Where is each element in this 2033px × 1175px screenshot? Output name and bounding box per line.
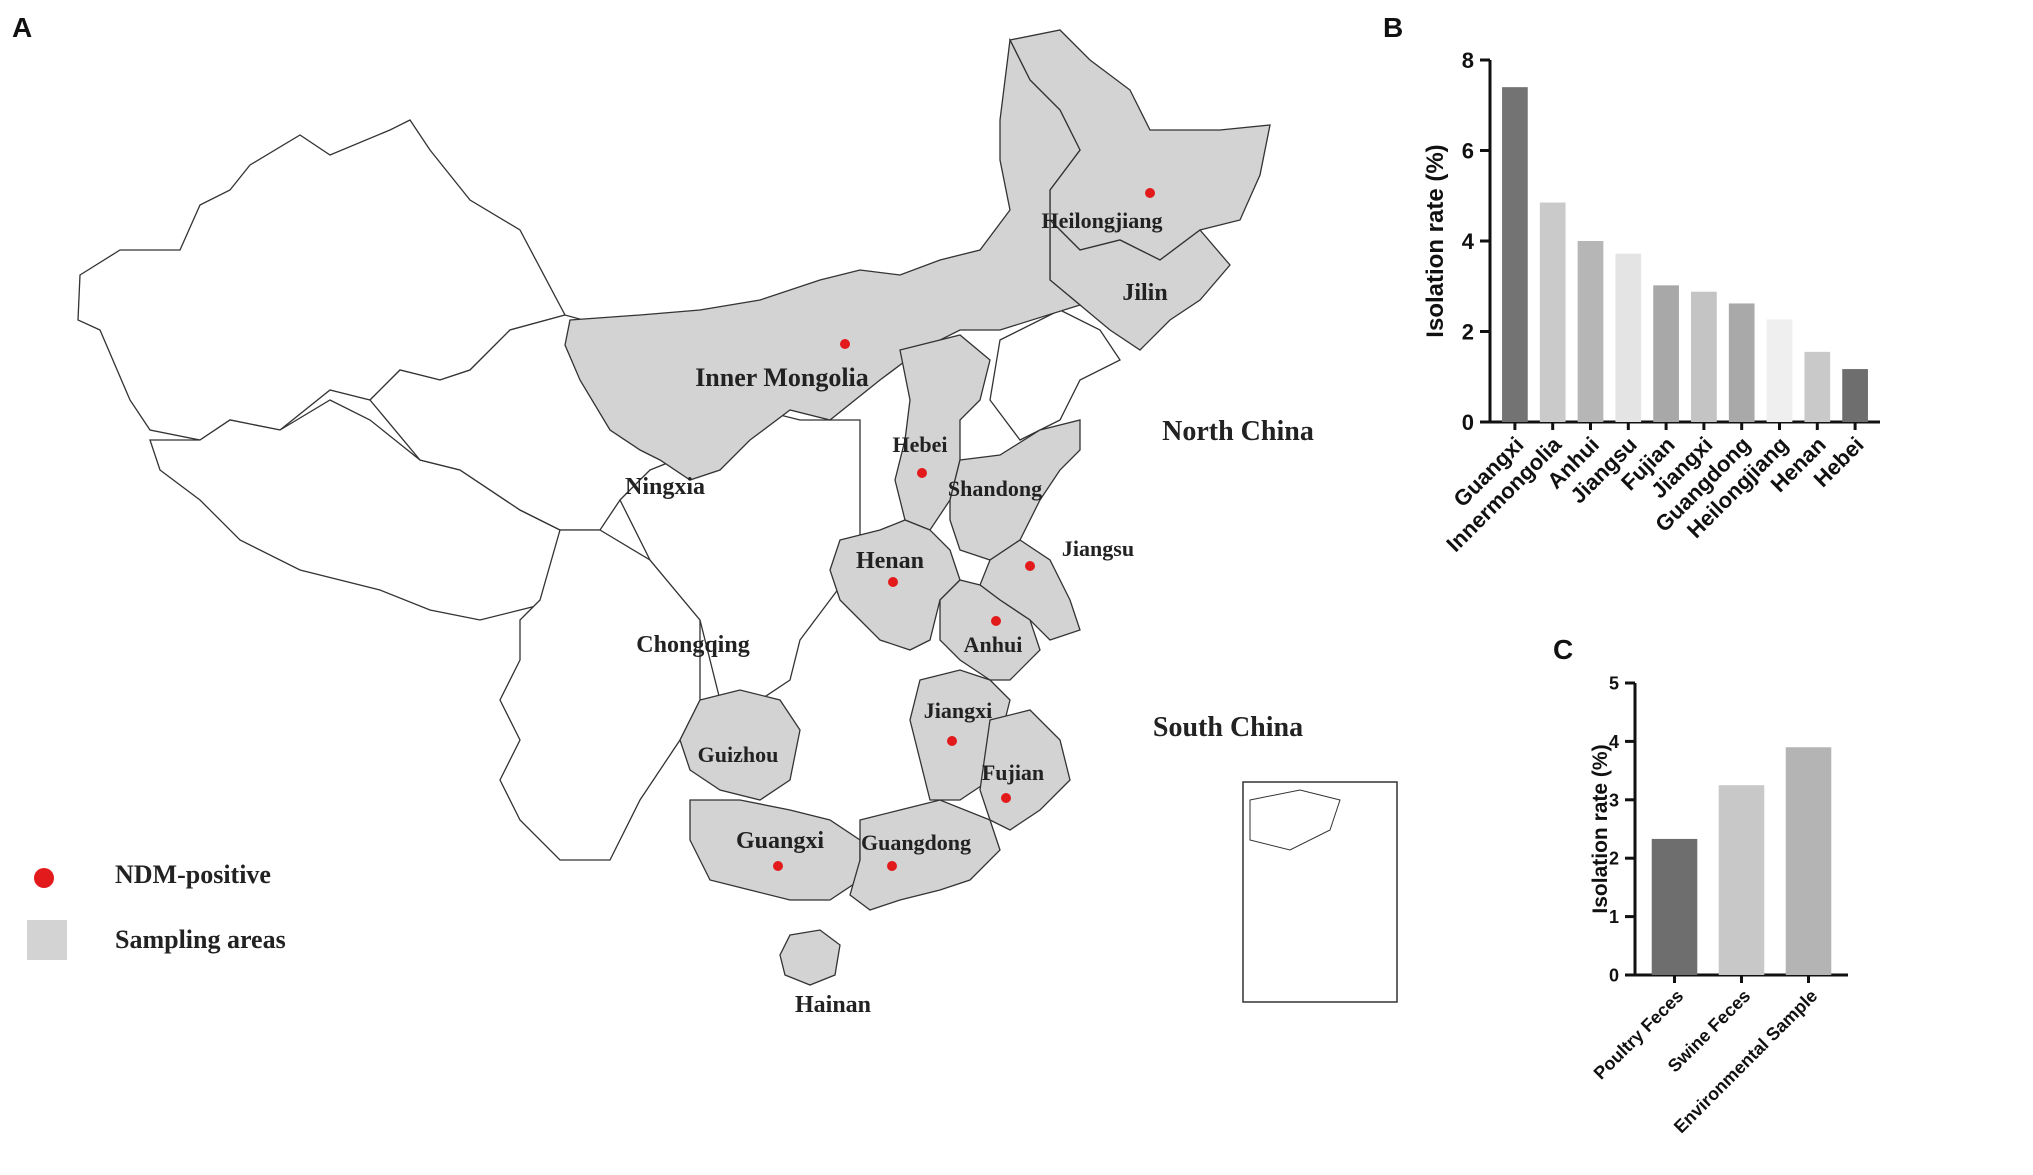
bar-swine-feces xyxy=(1718,785,1765,975)
region-anhui xyxy=(939,579,1041,681)
bar-heilongjiang xyxy=(1766,319,1793,422)
ndm-marker-inner-mongolia xyxy=(840,339,850,349)
bar-anhui xyxy=(1577,241,1604,422)
ndm-marker-guangdong xyxy=(887,861,897,871)
map-label-jilin: Jilin xyxy=(1122,280,1167,306)
y-axis-title: Isolation rate (%) xyxy=(1589,744,1612,913)
panel-label-c: C xyxy=(1553,634,1574,665)
map-label-jiangxi: Jiangxi xyxy=(924,698,992,723)
map-label-guizhou: Guizhou xyxy=(698,742,779,767)
y-tick-label: 3 xyxy=(1609,790,1619,810)
bar-guangxi xyxy=(1502,87,1528,423)
ndm-marker-heilongjiang xyxy=(1145,188,1155,198)
sampling-regions xyxy=(564,29,1271,986)
bar-henan xyxy=(1804,351,1831,422)
legend-sampling-label: Sampling areas xyxy=(115,925,286,954)
y-tick-label: 1 xyxy=(1609,907,1619,927)
map-label-heilongjiang: Heilongjiang xyxy=(1041,208,1162,233)
ndm-marker-anhui xyxy=(991,616,1001,626)
panel-label-a: A xyxy=(12,12,33,43)
y-axis-title: Isolation rate (%) xyxy=(1422,144,1449,337)
y-tick-label: 2 xyxy=(1609,849,1619,869)
ndm-marker-guangxi xyxy=(773,861,783,871)
map-labels-layer: Heilongjiang Jilin Inner Mongolia HebeiShan… xyxy=(625,188,1314,1018)
map-label-shandong: Shandong xyxy=(948,476,1042,501)
china-map xyxy=(77,29,1398,1003)
y-tick-label: 0 xyxy=(1462,410,1474,435)
map-label-henan: Henan xyxy=(856,548,924,574)
bar-hebei xyxy=(1842,369,1868,422)
region-inner-mongolia xyxy=(564,37,1082,481)
bar-innermongolia xyxy=(1539,202,1566,422)
region-guangxi xyxy=(689,799,861,901)
legend-positive-marker xyxy=(34,868,54,888)
bar-jiangsu xyxy=(1615,253,1642,422)
ndm-marker-henan xyxy=(888,577,898,587)
region-northeast-coast xyxy=(989,309,1121,441)
ndm-marker-hebei xyxy=(917,468,927,478)
bar-fujian xyxy=(1653,285,1679,422)
legend-positive-label: NDM-positive xyxy=(115,860,271,889)
y-tick-label: 4 xyxy=(1609,732,1619,752)
y-tick-label: 4 xyxy=(1462,229,1475,254)
map-label-chongqing: Chongqing xyxy=(636,632,749,658)
ndm-marker-jiangxi xyxy=(947,736,957,746)
region-guangdong xyxy=(849,799,1001,911)
map-label-ningxia: Ningxia xyxy=(625,474,705,500)
region-hainan xyxy=(779,929,841,986)
bar-guangdong xyxy=(1728,303,1755,422)
ndm-marker-fujian xyxy=(1001,793,1011,803)
bar-poultry-feces xyxy=(1651,838,1698,975)
panel-label-b: B xyxy=(1383,12,1404,43)
map-label-guangxi: Guangxi xyxy=(736,828,824,854)
region-guizhou xyxy=(679,689,801,801)
y-tick-label: 0 xyxy=(1609,965,1619,985)
region-shandong xyxy=(949,419,1081,561)
y-tick-label: 6 xyxy=(1462,138,1474,163)
area-label-north: North China xyxy=(1162,416,1314,447)
map-label-inner-mongolia: Inner Mongolia xyxy=(695,363,869,392)
map-label-hebei: Hebei xyxy=(893,432,948,457)
map-label-anhui: Anhui xyxy=(964,632,1023,657)
y-tick-label: 5 xyxy=(1609,673,1619,693)
y-tick-label: 2 xyxy=(1462,319,1474,344)
ndm-marker-jiangsu xyxy=(1025,561,1035,571)
inset-map xyxy=(1242,781,1398,1003)
map-label-fujian: Fujian xyxy=(982,760,1044,785)
area-label-south: South China xyxy=(1153,712,1303,743)
map-label-jiangsu: Jiangsu xyxy=(1062,536,1134,561)
y-tick-label: 8 xyxy=(1462,48,1474,73)
map-label-hainan: Hainan xyxy=(795,992,871,1018)
legend-sampling-swatch xyxy=(27,920,67,960)
bar-jiangxi xyxy=(1691,291,1717,422)
map-label-guangdong: Guangdong xyxy=(861,830,971,855)
bar-environmental-sample xyxy=(1785,747,1832,975)
